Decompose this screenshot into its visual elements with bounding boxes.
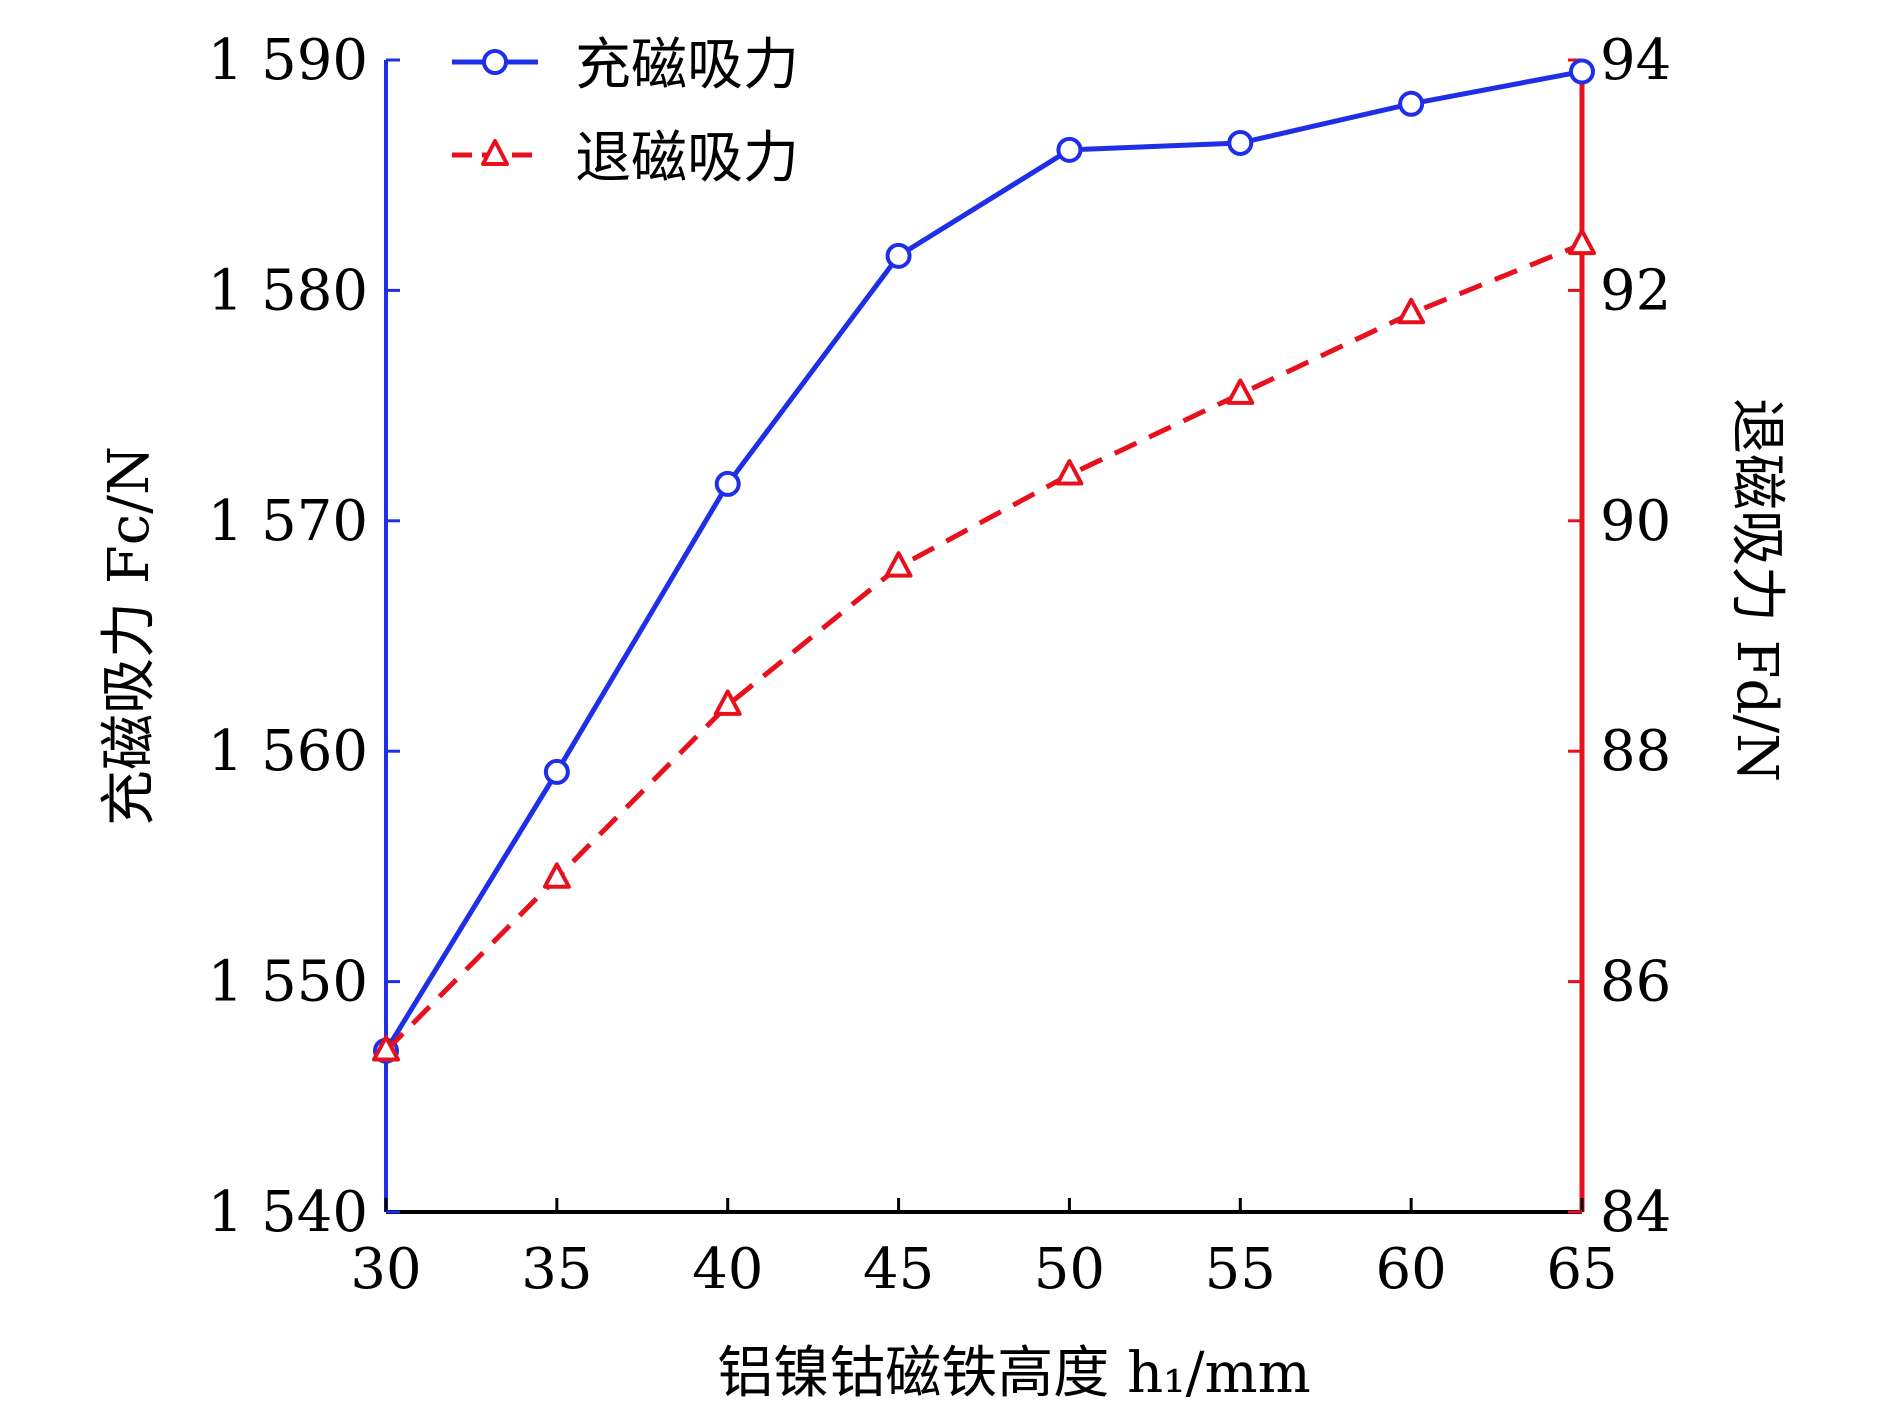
x-tick-label: 45 <box>863 1237 934 1302</box>
demagnetizing-force-point <box>372 1035 400 1062</box>
right-y-axis-title: 退磁吸力 Fd/N <box>1724 398 1789 782</box>
x-tick-label: 50 <box>1034 1237 1105 1302</box>
x-tick-label: 40 <box>692 1237 763 1302</box>
left-y-tick-label: 1 540 <box>208 1180 368 1245</box>
charging-force-point <box>543 758 570 785</box>
charging-force-line <box>383 69 1583 1053</box>
legend-label-charging-force: 充磁吸力 <box>575 33 799 98</box>
left-y-tick-label: 1 580 <box>208 258 368 323</box>
demagnetizing-force-point <box>1397 297 1426 325</box>
x-tick-label: 65 <box>1546 1237 1617 1302</box>
demagnetizing-force-point <box>884 551 913 578</box>
left-y-axis-ticks: 1 540 1 550 1 560 1 570 1 580 1 590 <box>208 28 400 1245</box>
demagnetizing-force-point <box>1055 459 1084 486</box>
legend-circle-marker <box>482 49 508 75</box>
charging-force-point <box>1398 90 1425 117</box>
x-axis-title: 铝镍钴磁铁高度 h₁/mm <box>717 1341 1310 1406</box>
series-layer <box>372 58 1596 1064</box>
left-y-tick-label: 1 590 <box>208 28 368 93</box>
right-y-tick-label: 92 <box>1600 258 1671 323</box>
right-y-tick-label: 90 <box>1600 489 1671 554</box>
legend-item-demagnetizing-force: 退磁吸力 <box>452 126 799 191</box>
right-y-tick-label: 94 <box>1600 28 1671 93</box>
right-y-tick-label: 84 <box>1600 1180 1671 1245</box>
demagnetizing-force-line <box>384 242 1583 1053</box>
charging-force-point <box>714 470 741 497</box>
demagnetizing-force-point <box>1226 378 1255 405</box>
charging-force-point <box>1056 136 1083 163</box>
right-y-tick-label: 86 <box>1600 950 1671 1015</box>
right-y-tick-label: 88 <box>1600 719 1671 784</box>
demagnetizing-force-point <box>1568 228 1596 256</box>
x-tick-label: 35 <box>521 1237 592 1302</box>
charging-force-point <box>1569 58 1595 85</box>
charging-force-point <box>885 242 912 269</box>
legend: 充磁吸力 退磁吸力 <box>452 33 799 191</box>
left-y-tick-label: 1 570 <box>208 489 368 554</box>
right-y-axis-ticks: 84 86 88 90 92 94 <box>1568 28 1671 1245</box>
x-tick-label: 55 <box>1205 1237 1276 1302</box>
left-y-axis-title: 充磁吸力 Fc/N <box>97 446 162 826</box>
demagnetizing-force-point <box>713 689 742 716</box>
x-tick-label: 60 <box>1376 1237 1447 1302</box>
legend-label-demagnetizing-force: 退磁吸力 <box>575 126 799 191</box>
charging-force-point <box>1227 129 1254 156</box>
left-y-tick-label: 1 550 <box>208 950 368 1015</box>
x-axis-ticks: 30 35 40 45 50 55 60 65 <box>350 1198 1618 1302</box>
legend-item-charging-force: 充磁吸力 <box>452 33 799 98</box>
left-y-tick-label: 1 560 <box>208 719 368 784</box>
demagnetizing-force-point <box>542 862 571 889</box>
legend-triangle-marker <box>481 139 509 166</box>
x-tick-label: 30 <box>350 1237 421 1302</box>
